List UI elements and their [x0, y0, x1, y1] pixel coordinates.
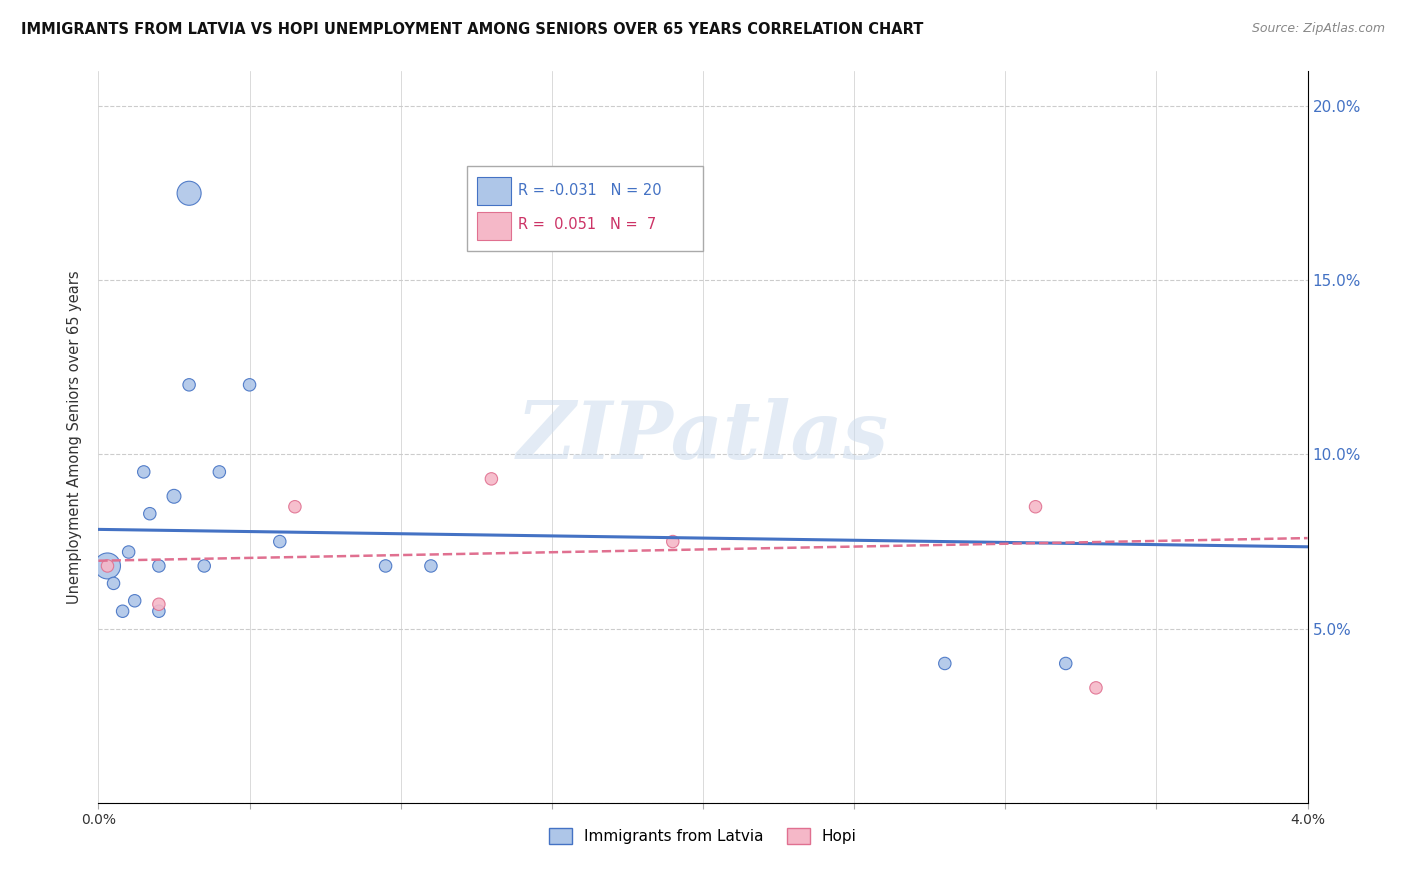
Text: ZIPatlas: ZIPatlas: [517, 399, 889, 475]
Point: [148, 604, 170, 618]
Point: [420, 558, 443, 573]
Point: [1025, 500, 1047, 514]
Point: [481, 472, 503, 486]
Point: [118, 545, 141, 559]
Point: [661, 534, 683, 549]
Point: [148, 597, 170, 611]
Text: IMMIGRANTS FROM LATVIA VS HOPI UNEMPLOYMENT AMONG SENIORS OVER 65 YEARS CORRELAT: IMMIGRANTS FROM LATVIA VS HOPI UNEMPLOYM…: [21, 22, 924, 37]
Bar: [477, 178, 510, 205]
Text: R = -0.031   N = 20: R = -0.031 N = 20: [517, 183, 662, 198]
Point: [1085, 681, 1108, 695]
Point: [96, 558, 118, 573]
Point: [239, 377, 262, 392]
Point: [132, 465, 155, 479]
FancyBboxPatch shape: [467, 167, 703, 251]
Point: [96, 558, 118, 573]
Point: [179, 186, 201, 201]
Point: [179, 377, 201, 392]
Point: [193, 558, 215, 573]
Y-axis label: Unemployment Among Seniors over 65 years: Unemployment Among Seniors over 65 years: [67, 270, 83, 604]
Point: [284, 500, 307, 514]
Bar: [477, 211, 510, 240]
Point: [124, 594, 146, 608]
Point: [139, 507, 162, 521]
Point: [163, 489, 186, 503]
Point: [111, 604, 134, 618]
Text: R =  0.051   N =  7: R = 0.051 N = 7: [517, 218, 657, 233]
Point: [208, 465, 231, 479]
Point: [934, 657, 956, 671]
Point: [269, 534, 291, 549]
Point: [148, 558, 170, 573]
Text: Source: ZipAtlas.com: Source: ZipAtlas.com: [1251, 22, 1385, 36]
Point: [103, 576, 125, 591]
Point: [1054, 657, 1077, 671]
Point: [374, 558, 396, 573]
Legend: Immigrants from Latvia, Hopi: Immigrants from Latvia, Hopi: [543, 822, 863, 850]
